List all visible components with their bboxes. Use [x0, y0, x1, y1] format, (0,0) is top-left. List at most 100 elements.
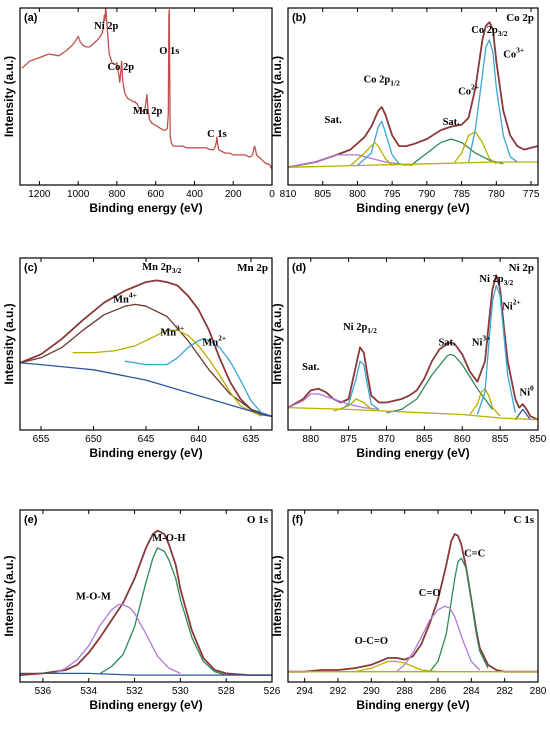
peak-annotation: Co 2p1/2 [364, 74, 400, 87]
peak-annotation: O 1s [159, 46, 179, 57]
series-line-survey [21, 8, 272, 170]
peak-annotation: Co 2p3/2 [471, 25, 507, 38]
y-axis-title: Intensity (a.u.) [270, 555, 284, 636]
annotation-text: Sat. [302, 362, 320, 373]
series-line-ni-2- [476, 284, 516, 415]
peak-annotation: Ni0 [520, 384, 535, 399]
panel-label: (f) [292, 514, 303, 526]
x-axis-title: Binding energy (eV) [89, 446, 202, 460]
x-tick-label: 640 [190, 434, 207, 445]
x-tick-label: 0 [269, 189, 275, 200]
panel-title: O 1s [247, 514, 269, 526]
x-tick-label: 294 [296, 686, 313, 697]
series-line-m-o-h [99, 547, 227, 676]
panel-a-survey: 1200 1000 800 600 400 200 0 Binding energy (eV)… [2, 7, 275, 215]
x-tick-label: 790 [419, 189, 436, 200]
series-line-background [20, 672, 272, 676]
panel-c-mn-2p: 655 650 645 640 635 Binding energy (eV) Intens… [2, 257, 273, 460]
series-line-co-2p1-2-peak [356, 120, 407, 167]
annotation-text: Ni [520, 388, 531, 399]
x-tick-label: 400 [186, 189, 203, 200]
x-tick-label: 870 [378, 434, 395, 445]
peak-annotation: Ni 2p [94, 21, 118, 32]
annotation-text: Ni 2p [343, 322, 367, 333]
annotation-text: C=C [464, 548, 485, 559]
series-line-raw [20, 529, 272, 676]
annotation-text: Mn [202, 338, 218, 349]
annotation-superscript: 3+ [482, 334, 490, 343]
peak-annotation: M-O-H [152, 533, 185, 544]
peak-annotation: Mn 2p3/2 [142, 262, 181, 275]
series-line-fit-envelope [288, 274, 538, 421]
annotation-text: Sat. [443, 117, 461, 128]
series-group [288, 21, 538, 169]
plot-frame [19, 257, 273, 431]
plot-frame [19, 509, 273, 683]
peak-annotation: C=C [464, 548, 485, 559]
x-tick-label: 650 [85, 434, 102, 445]
panel-f-c-1s: 294 292 290 288 286 284 282 280 Binding energy (… [270, 509, 547, 712]
peak-annotation: Mn2+ [202, 334, 226, 349]
peak-annotation: Sat. [302, 362, 320, 373]
series-line-raw [288, 533, 538, 673]
series-line-ni-2p1-2-shoulder [333, 398, 372, 412]
annotation-subscript: 3/2 [498, 29, 508, 38]
panel-e-o-1s: 536 534 532 530 528 526 Binding energy (eV) Int… [2, 509, 281, 712]
peak-annotation: Mn4+ [113, 291, 137, 306]
x-tick-label: 865 [416, 434, 433, 445]
x-tick-label: 282 [496, 686, 513, 697]
series-line-co-2- [454, 131, 497, 165]
x-tick-label: 875 [340, 434, 357, 445]
series-line-co-3- [467, 39, 518, 163]
x-tick-label: 292 [330, 686, 347, 697]
peak-annotation: Sat. [438, 338, 456, 349]
x-tick-label: 800 [349, 189, 366, 200]
panel-b-co-2p: 810 805 800 795 790 785 780 775 Binding energy (… [270, 7, 540, 215]
plot-frame [287, 7, 539, 186]
peak-annotation: Ni 2p1/2 [343, 322, 377, 335]
annotation-text: C 1s [207, 129, 227, 140]
panel-title: Ni 2p [509, 262, 534, 274]
peak-annotation: Mn3+ [160, 323, 184, 338]
peak-annotation: Sat. [443, 117, 461, 128]
peak-annotation: Co 2p [108, 62, 135, 73]
x-axis-title: Binding energy (eV) [89, 201, 202, 215]
y-axis-title: Intensity (a.u.) [2, 555, 16, 636]
x-tick-label: 528 [218, 686, 235, 697]
x-tick-label: 530 [172, 686, 189, 697]
series-line-fit-envelope [288, 533, 538, 673]
annotation-text: Ni [502, 302, 513, 313]
y-axis-title: Intensity (a.u.) [2, 56, 16, 137]
annotation-text: O 1s [159, 46, 179, 57]
panel-label: (d) [292, 262, 306, 274]
x-tick-label: 880 [302, 434, 319, 445]
peak-annotation: Ni2+ [502, 298, 521, 313]
x-axis-title: Binding energy (eV) [356, 698, 469, 712]
annotation-subscript: 3/2 [504, 278, 514, 287]
panel-title: Mn 2p [237, 262, 268, 274]
x-tick-label: 645 [138, 434, 155, 445]
series-line-background [288, 161, 538, 168]
annotation-text: Co [458, 87, 471, 98]
series-line-fit-envelope [20, 279, 272, 418]
annotation-text: Mn 2p [142, 262, 172, 273]
series-group [288, 274, 538, 421]
annotation-superscript: 2+ [218, 334, 226, 343]
annotation-text: Co 2p [108, 62, 135, 73]
series-line-raw [20, 279, 272, 417]
x-tick-label: 534 [80, 686, 97, 697]
x-tick-label: 810 [280, 189, 297, 200]
annotation-text: Ni 2p [479, 274, 503, 285]
annotation-subscript: 1/2 [390, 78, 400, 87]
series-line-sat-786-5- [412, 138, 504, 165]
series-line-ni-0 [514, 408, 531, 421]
annotation-superscript: 2+ [513, 298, 521, 307]
series-line-o-c-o [354, 660, 439, 673]
panel-title: Co 2p [506, 12, 534, 24]
annotation-superscript: 3+ [516, 46, 524, 55]
x-tick-label: 288 [396, 686, 413, 697]
series-line-fit-envelope [288, 21, 538, 169]
series-line-co-2p1-2-minor [350, 141, 393, 166]
series-line-c-o [395, 605, 481, 673]
